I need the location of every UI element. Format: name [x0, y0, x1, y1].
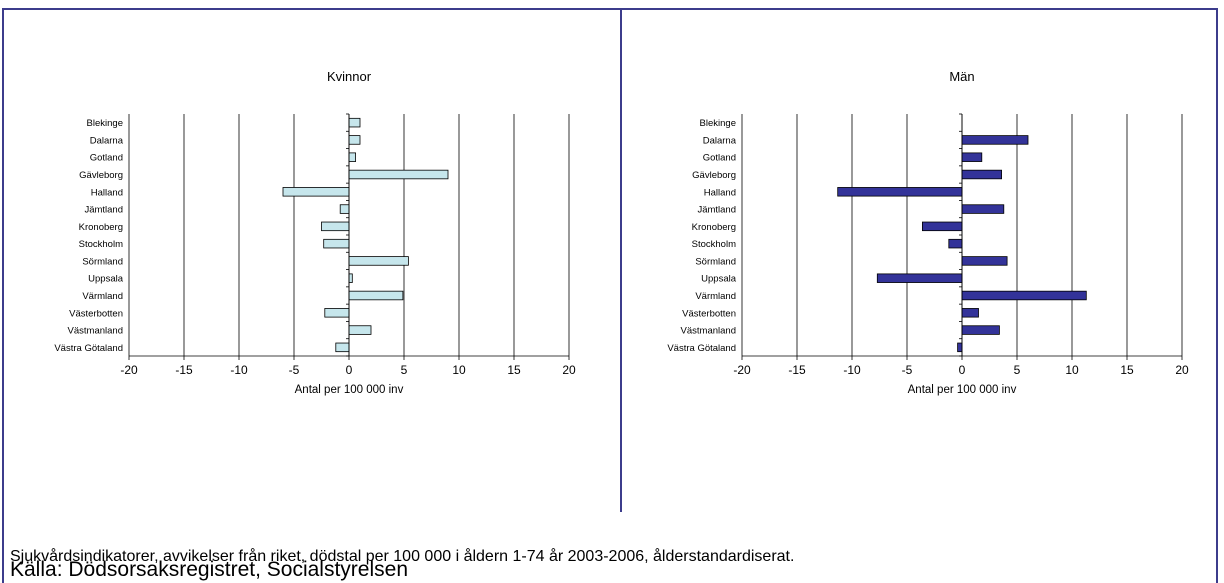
category-label: Kronoberg [79, 222, 123, 233]
bar [921, 221, 963, 232]
bar [348, 152, 356, 162]
x-tick-label: 15 [507, 363, 521, 377]
chart-man: Män Blekinge Dalarna Gotland Gävleborg Hallan… [667, 69, 1189, 396]
category-label: Västerbotten [69, 308, 123, 319]
bar [335, 342, 350, 353]
category-label: Västra Götaland [54, 343, 123, 354]
category-label: Gävleborg [692, 170, 736, 181]
bar [957, 342, 963, 353]
category-label: Värmland [82, 291, 123, 302]
x-axis-label: Antal per 100 000 inv [295, 384, 404, 396]
x-tick-label: -5 [289, 363, 300, 377]
category-label: Halland [91, 187, 123, 198]
bar [876, 273, 963, 283]
category-label: Gotland [703, 153, 736, 164]
bar [348, 169, 449, 180]
category-label: Västerbotten [682, 308, 736, 319]
bar [348, 117, 361, 128]
bar [348, 256, 409, 266]
panel-divider [620, 10, 622, 512]
category-label: Sörmland [82, 256, 123, 267]
category-label: Stockholm [79, 239, 123, 250]
chart-title: Män [949, 69, 974, 84]
bar [961, 308, 979, 318]
bar [961, 152, 983, 162]
x-tick-label: -15 [788, 363, 806, 377]
category-label: Kronoberg [692, 222, 736, 233]
category-label: Stockholm [692, 239, 736, 250]
bar [961, 256, 1008, 266]
category-label: Värmland [695, 291, 736, 302]
bar [961, 204, 1005, 214]
category-label: Dalarna [90, 135, 124, 146]
bar [348, 325, 372, 335]
bar [837, 187, 963, 197]
category-label: Blekinge [87, 118, 123, 129]
source-note: Källa: Dödsorsaksregistret, Socialstyrel… [10, 558, 408, 581]
category-label: Dalarna [703, 135, 737, 146]
x-tick-label: 20 [562, 363, 576, 377]
x-tick-label: 0 [346, 363, 353, 377]
bar [348, 135, 361, 145]
chart-kvinnor: Kvinnor Blekinge Dalarna Gotland Gävleborg Ha… [54, 69, 576, 396]
x-tick-label: -10 [843, 363, 861, 377]
figure-caption: Sjukvårdsindikatorer, avvikelser från ri… [10, 548, 795, 565]
figure-frame [2, 8, 1218, 583]
category-label: Blekinge [700, 118, 736, 129]
category-label: Västra Götaland [667, 343, 736, 354]
bar [321, 221, 350, 232]
x-tick-label: 15 [1120, 363, 1134, 377]
bar [961, 325, 1000, 335]
x-tick-label: 10 [1065, 363, 1079, 377]
bar [323, 238, 350, 249]
x-tick-label: 20 [1175, 363, 1189, 377]
bar [324, 308, 350, 318]
category-label: Jämtland [697, 205, 736, 216]
x-tick-label: -15 [175, 363, 193, 377]
category-label: Jämtland [84, 205, 123, 216]
x-tick-label: -10 [230, 363, 248, 377]
x-tick-label: -20 [733, 363, 751, 377]
category-label: Gävleborg [79, 170, 123, 181]
bar [961, 135, 1029, 145]
category-label: Halland [704, 187, 736, 198]
chart-title: Kvinnor [327, 69, 372, 84]
category-label: Västmanland [681, 326, 736, 337]
category-label: Sörmland [695, 256, 736, 267]
x-tick-label: 10 [452, 363, 466, 377]
bar [282, 187, 350, 197]
bar [961, 169, 1002, 180]
bar [339, 204, 350, 214]
x-tick-label: -5 [902, 363, 913, 377]
x-tick-label: -20 [120, 363, 138, 377]
bar [948, 238, 963, 249]
category-label: Uppsala [701, 274, 737, 285]
x-axis-label: Antal per 100 000 inv [908, 384, 1017, 396]
category-label: Gotland [90, 153, 123, 164]
bar [961, 290, 1087, 301]
bar [348, 273, 353, 283]
x-tick-label: 0 [959, 363, 966, 377]
bar [348, 290, 404, 301]
x-tick-label: 5 [1014, 363, 1021, 377]
category-label: Västmanland [68, 326, 123, 337]
x-tick-label: 5 [401, 363, 408, 377]
category-label: Uppsala [88, 274, 124, 285]
